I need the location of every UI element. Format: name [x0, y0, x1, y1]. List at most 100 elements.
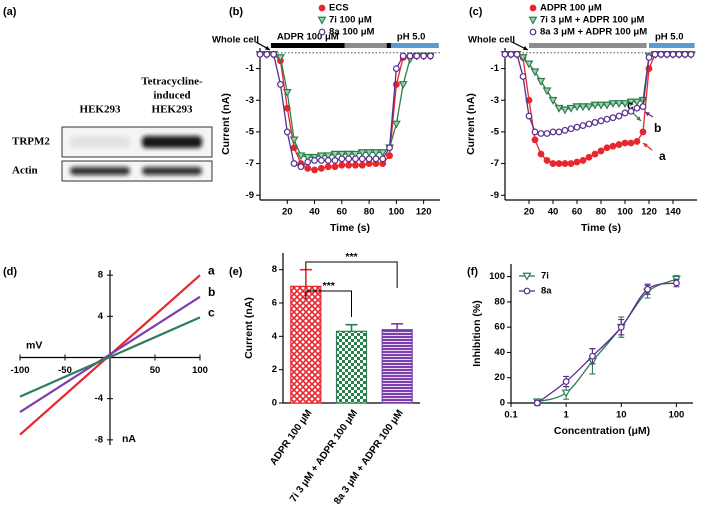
marker — [561, 160, 569, 167]
panel-label: (d) — [3, 266, 17, 278]
marker — [311, 157, 318, 164]
annotation: Whole cell — [468, 35, 515, 46]
marker — [282, 89, 292, 97]
marker — [591, 119, 599, 126]
stimulus-label: ADPR 100 μM — [277, 32, 339, 43]
lane-label: Tetracycline- — [141, 76, 203, 88]
marker — [420, 52, 428, 60]
marker — [331, 157, 339, 164]
x-tick-label: ADPR 100 μM — [268, 408, 314, 468]
marker — [675, 50, 683, 58]
marker — [316, 152, 326, 161]
x-tick-label: 80 — [364, 207, 375, 218]
x-axis-label: Time (s) — [330, 222, 370, 234]
x-tick-label: 140 — [665, 207, 681, 218]
marker — [391, 120, 401, 129]
marker — [304, 158, 312, 166]
arrow-head — [265, 45, 270, 50]
marker — [530, 68, 540, 77]
marker — [324, 163, 332, 171]
series-label: a — [208, 263, 215, 277]
y-tick-label: -7 — [491, 158, 499, 169]
marker — [572, 103, 582, 112]
marker — [633, 104, 641, 112]
marker — [277, 81, 284, 88]
marker — [345, 161, 353, 169]
marker — [687, 50, 695, 58]
x-tick-label: 120 — [416, 207, 432, 218]
marker — [358, 161, 366, 169]
fit-curve — [536, 282, 677, 404]
marker — [543, 130, 551, 137]
marker — [524, 60, 534, 69]
marker — [609, 114, 617, 122]
significance-bracket — [305, 290, 352, 317]
marker — [317, 164, 325, 172]
marker — [536, 77, 546, 86]
marker — [579, 122, 587, 129]
marker — [609, 142, 617, 150]
x-tick-label: 1 — [563, 410, 569, 421]
marker — [317, 16, 327, 25]
x-tick-label: 60 — [572, 207, 583, 218]
marker — [413, 52, 421, 60]
y-tick-label: -5 — [491, 126, 500, 137]
marker — [352, 155, 359, 163]
stimulus-label: pH 5.0 — [655, 32, 684, 43]
series-tag: b — [654, 121, 661, 135]
series-line — [19, 295, 201, 413]
y-tick-label: -5 — [246, 126, 255, 137]
series-label: b — [208, 285, 215, 299]
marker — [548, 96, 558, 105]
marker — [523, 287, 531, 295]
marker — [344, 150, 354, 159]
marker — [386, 144, 393, 152]
marker — [639, 128, 647, 136]
marker — [296, 152, 306, 161]
x-tick-label: 100 — [617, 207, 633, 218]
y-tick-label: 8 — [98, 270, 103, 281]
stimulus-bar — [649, 43, 695, 48]
series-line — [260, 53, 431, 158]
marker — [603, 115, 611, 123]
marker — [639, 103, 647, 110]
marker — [338, 161, 346, 169]
marker — [537, 130, 545, 137]
marker — [681, 50, 689, 58]
x-tick-label: 40 — [548, 207, 559, 218]
marker — [531, 136, 539, 144]
legend-label: 8a 3 μM + ADPR 100 μM — [540, 27, 647, 38]
lane-label: HEK293 — [152, 104, 193, 116]
marker — [620, 100, 630, 109]
x-tick-label: 120 — [641, 207, 657, 218]
marker — [318, 28, 326, 36]
marker — [364, 149, 374, 158]
x-tick-label: 20 — [524, 207, 535, 218]
marker — [529, 28, 537, 36]
significance-label: *** — [345, 251, 358, 263]
y-axis-label: Current (nA) — [220, 93, 232, 155]
marker — [632, 98, 642, 107]
marker — [531, 128, 539, 136]
marker — [651, 50, 659, 58]
marker — [644, 285, 651, 293]
marker — [357, 149, 367, 158]
legend-label: 7i — [541, 271, 549, 282]
marker — [560, 106, 570, 115]
legend-label: 8a 100 μM — [329, 27, 375, 38]
marker — [323, 152, 333, 161]
marker — [638, 96, 648, 105]
y-tick-label: -8 — [95, 434, 103, 445]
marker — [304, 164, 312, 172]
x-axis-label: Concentration (μM) — [554, 425, 650, 437]
y-tick-label: 0 — [500, 398, 505, 409]
marker — [529, 4, 537, 12]
marker — [318, 4, 326, 12]
marker — [537, 150, 545, 158]
error-bar — [299, 268, 312, 287]
marker — [555, 128, 563, 136]
series-tag: a — [659, 149, 666, 163]
stimulus-bar — [390, 43, 439, 48]
band — [142, 136, 202, 148]
